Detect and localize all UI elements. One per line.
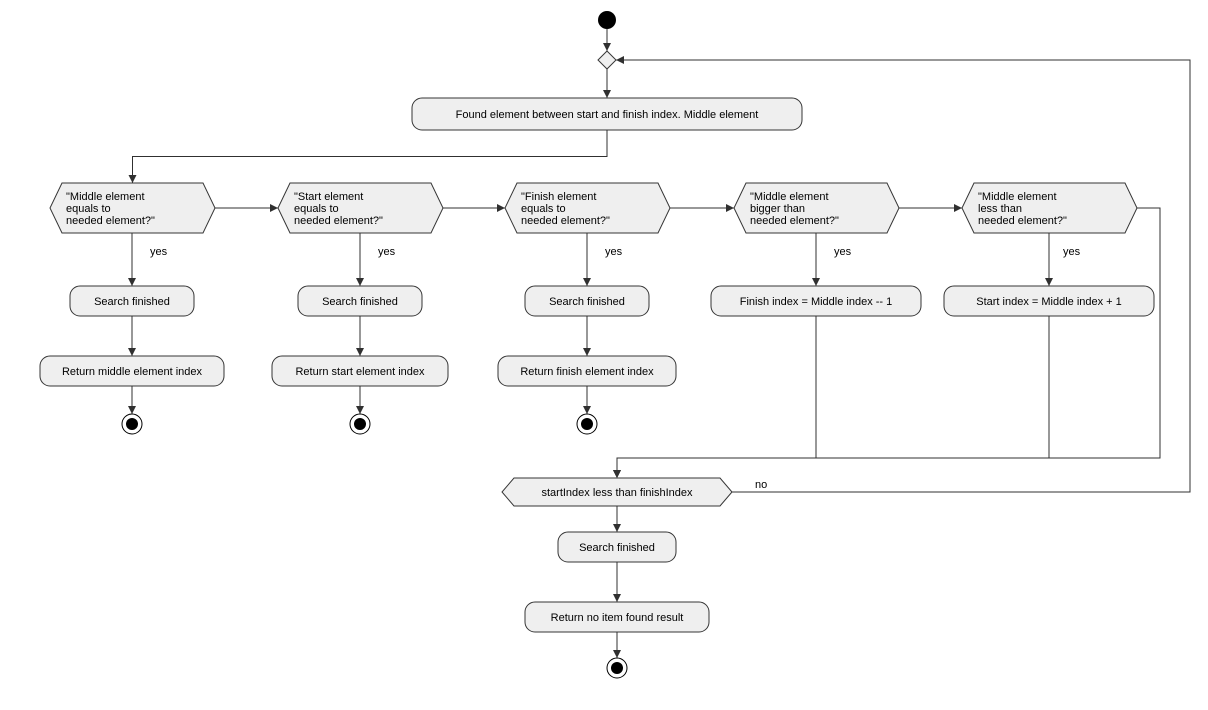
- no-label: no: [755, 479, 767, 491]
- col0-box1-label: Return middle element index: [62, 366, 203, 378]
- svg-text:"Middle element: "Middle element: [978, 191, 1057, 203]
- svg-text:equals to: equals to: [66, 203, 111, 215]
- col1-box0-label: Search finished: [322, 296, 398, 308]
- col0-box0-label: Search finished: [94, 296, 170, 308]
- svg-text:needed element?": needed element?": [66, 215, 155, 227]
- yes-label: yes: [605, 246, 623, 258]
- svg-text:"Start element: "Start element: [294, 191, 363, 203]
- col1-box1-label: Return start element index: [295, 366, 425, 378]
- yes-label: yes: [378, 246, 396, 258]
- svg-text:equals to: equals to: [521, 203, 566, 215]
- yes-label: yes: [834, 246, 852, 258]
- svg-text:"Finish element: "Finish element: [521, 191, 596, 203]
- activity-found-element-label: Found element between start and finish i…: [456, 109, 759, 121]
- activity-diagram: Found element between start and finish i…: [0, 0, 1208, 710]
- svg-text:needed element?": needed element?": [521, 215, 610, 227]
- col3-box0-label: Finish index = Middle index -- 1: [740, 296, 893, 308]
- merge-node: [598, 51, 616, 69]
- yes-label: yes: [1063, 246, 1081, 258]
- svg-text:bigger than: bigger than: [750, 203, 805, 215]
- tail-box0-label: Search finished: [579, 542, 655, 554]
- svg-text:less than: less than: [978, 203, 1022, 215]
- svg-text:needed element?": needed element?": [978, 215, 1067, 227]
- svg-text:needed element?": needed element?": [294, 215, 383, 227]
- svg-text:"Middle element: "Middle element: [750, 191, 829, 203]
- col4-box0-label: Start index = Middle index + 1: [976, 296, 1122, 308]
- col2-box1-label: Return finish element index: [520, 366, 654, 378]
- svg-text:needed element?": needed element?": [750, 215, 839, 227]
- decision-loop-check-label: startIndex less than finishIndex: [541, 487, 693, 499]
- yes-label: yes: [150, 246, 168, 258]
- initial-node: [598, 11, 616, 29]
- tail-box1-label: Return no item found result: [551, 612, 684, 624]
- col2-box0-label: Search finished: [549, 296, 625, 308]
- svg-text:"Middle element: "Middle element: [66, 191, 145, 203]
- svg-text:equals to: equals to: [294, 203, 339, 215]
